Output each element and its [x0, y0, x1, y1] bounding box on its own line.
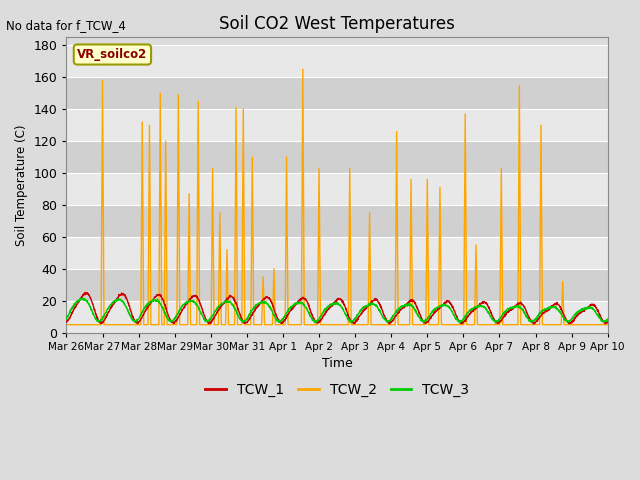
Title: Soil CO2 West Temperatures: Soil CO2 West Temperatures [219, 15, 455, 33]
TCW_3 [214, 305, 221, 311]
TCW_1 [365, 302, 372, 308]
TCW_3 [604, 316, 612, 322]
TCW_1 [353, 317, 360, 323]
TCW_2 [406, 322, 413, 327]
TCW_2 [393, 129, 401, 134]
Bar [67, 237, 608, 269]
Line: TCW_2: TCW_2 [67, 69, 608, 324]
TCW_1 [495, 320, 502, 326]
Bar [67, 45, 608, 77]
Bar [67, 269, 608, 301]
Bar [67, 301, 608, 333]
X-axis label: Time: Time [322, 357, 353, 370]
Bar [67, 77, 608, 109]
Legend: TCW_1, TCW_2, TCW_3: TCW_1, TCW_2, TCW_3 [199, 377, 475, 403]
TCW_3 [557, 310, 564, 316]
Bar [67, 109, 608, 141]
TCW_2 [424, 177, 431, 182]
Bar [67, 141, 608, 173]
TCW_1 [572, 314, 579, 320]
TCW_1 [386, 321, 394, 327]
TCW_3 [79, 295, 87, 301]
TCW_3 [495, 317, 502, 323]
TCW_2 [604, 322, 612, 327]
Text: No data for f_TCW_4: No data for f_TCW_4 [6, 19, 126, 32]
TCW_1 [604, 319, 612, 325]
TCW_2 [422, 322, 429, 327]
TCW_3 [365, 302, 372, 308]
TCW_3 [572, 311, 579, 317]
TCW_1 [83, 289, 91, 295]
TCW_2 [299, 66, 307, 72]
TCW_3 [63, 316, 70, 322]
TCW_1 [557, 304, 564, 310]
Text: VR_soilco2: VR_soilco2 [77, 48, 148, 61]
TCW_2 [175, 92, 182, 98]
TCW_3 [311, 320, 319, 325]
TCW_2 [137, 322, 145, 327]
Line: TCW_1: TCW_1 [67, 292, 608, 324]
TCW_1 [63, 319, 70, 325]
Line: TCW_3: TCW_3 [67, 298, 608, 323]
TCW_3 [353, 312, 361, 318]
Y-axis label: Soil Temperature (C): Soil Temperature (C) [15, 124, 28, 246]
TCW_1 [214, 308, 221, 314]
Bar [67, 205, 608, 237]
Bar [67, 173, 608, 205]
TCW_2 [63, 322, 70, 327]
